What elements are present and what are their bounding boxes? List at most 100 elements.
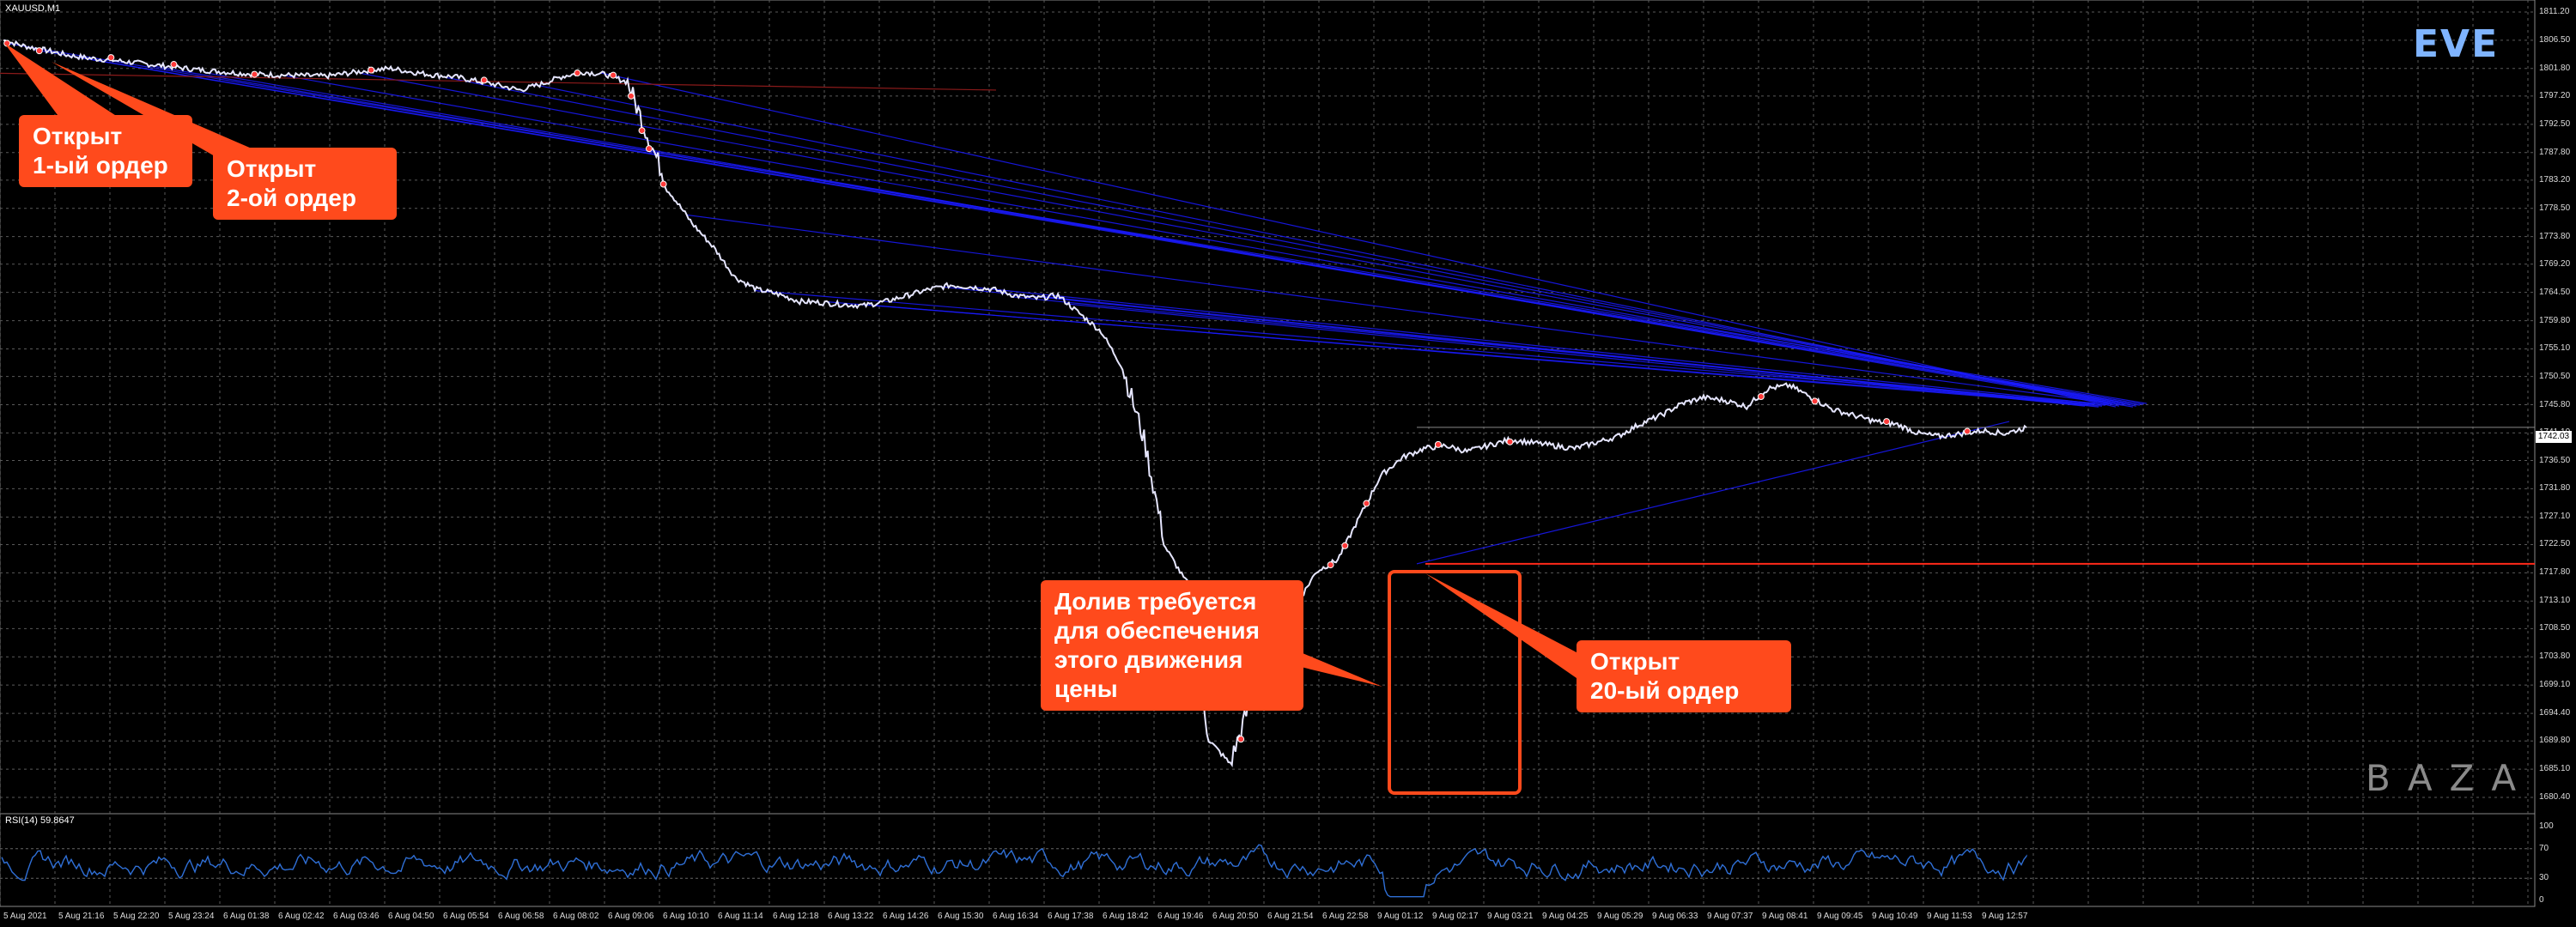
rsi-tick-label: 0 [2539, 895, 2544, 905]
time-tick-label: 6 Aug 17:38 [1048, 912, 1094, 921]
order-link-line [969, 286, 2096, 404]
price-tick-label: 1773.80 [2539, 231, 2571, 241]
order-link-line [76, 57, 2141, 406]
trade-marker [368, 66, 375, 74]
rsi-label: RSI(14) 59.8647 [5, 815, 75, 826]
price-tick-label: 1787.80 [2539, 147, 2571, 157]
callout-topup: Долив требуется для обеспечения этого дв… [1041, 580, 1303, 711]
order-link-line [205, 72, 2134, 408]
time-tick-label: 9 Aug 06:33 [1652, 912, 1698, 921]
time-tick-label: 6 Aug 21:54 [1267, 912, 1314, 921]
trade-marker [1434, 440, 1442, 448]
price-tick-label: 1783.20 [2539, 174, 2571, 185]
trade-marker [1327, 561, 1334, 569]
price-tick-label: 1699.10 [2539, 680, 2571, 690]
price-tick-label: 1811.20 [2539, 7, 2570, 16]
trade-marker [251, 70, 258, 78]
time-tick-label: 9 Aug 08:41 [1762, 912, 1808, 921]
order-link-line [686, 214, 2113, 404]
trade-marker [574, 70, 581, 77]
trade-marker [1757, 393, 1765, 401]
time-tick-label: 5 Aug 22:20 [113, 912, 160, 921]
trade-marker [1883, 418, 1891, 426]
trade-marker [107, 54, 115, 62]
price-levels [0, 72, 2535, 565]
time-scale[interactable]: 5 Aug 2021 5 Aug 21:16 5 Aug 22:20 5 Aug 23… [0, 908, 2533, 925]
order-level-line [0, 72, 997, 91]
time-tick-label: 6 Aug 06:58 [498, 912, 544, 921]
trade-marker [1506, 438, 1514, 445]
price-series [3, 39, 2027, 768]
chart-grid [0, 0, 2536, 907]
price-tick-label: 1736.50 [2539, 455, 2571, 465]
time-tick-label: 6 Aug 05:54 [443, 912, 489, 921]
order-link-line [1038, 295, 2089, 406]
order-link-line [532, 83, 2120, 407]
time-tick-label: 6 Aug 08:02 [553, 912, 599, 921]
price-tick-label: 1680.40 [2539, 792, 2571, 802]
price-tick-label: 1708.50 [2539, 623, 2571, 633]
callout-pointer-first [4, 43, 120, 118]
time-tick-label: 6 Aug 15:30 [938, 912, 984, 921]
price-tick-label: 1755.10 [2539, 343, 2571, 354]
order-link-line [360, 72, 2127, 405]
price-tick-label: 1764.50 [2539, 287, 2571, 297]
baza-logo: BAZA [2366, 757, 2534, 799]
callout-first-order: Открыт 1-ый ордер [19, 115, 192, 187]
time-tick-label: 6 Aug 10:10 [663, 912, 709, 921]
price-tick-label: 1689.80 [2539, 736, 2571, 746]
price-tick-label: 1778.50 [2539, 203, 2571, 213]
time-tick-label: 9 Aug 09:45 [1817, 912, 1863, 921]
rsi-tick-label: 100 [2539, 821, 2554, 831]
price-tick-label: 1717.80 [2539, 567, 2571, 578]
price-tick-label: 1731.80 [2539, 483, 2571, 494]
time-tick-label: 6 Aug 12:18 [773, 912, 819, 921]
price-tick-label: 1713.10 [2539, 596, 2571, 606]
time-tick-label: 6 Aug 02:42 [278, 912, 325, 921]
trade-marker [35, 47, 43, 55]
time-tick-label: 6 Aug 13:22 [828, 912, 874, 921]
time-tick-label: 9 Aug 12:57 [1982, 912, 2028, 921]
time-tick-label: 9 Aug 11:53 [1927, 912, 1972, 921]
order-link-line [283, 75, 2130, 404]
trade-marker [1341, 542, 1349, 549]
callout-second-order: Открыт 2-ой ордер [213, 148, 397, 220]
time-tick-label: 9 Aug 02:17 [1432, 912, 1479, 921]
trade-markers [3, 39, 1971, 743]
trade-marker [1964, 427, 1971, 435]
order-link-line [600, 72, 2117, 408]
trade-marker [1811, 397, 1819, 405]
price-tick-label: 1727.10 [2539, 512, 2571, 522]
trade-marker [1363, 500, 1370, 507]
time-tick-label: 6 Aug 01:38 [223, 912, 270, 921]
time-tick-label: 5 Aug 21:16 [58, 912, 105, 921]
time-tick-label: 5 Aug 23:24 [168, 912, 215, 921]
chart-frame [0, 0, 2536, 907]
order-lines [6, 42, 2148, 565]
trade-marker [480, 76, 488, 84]
price-tick-label: 1769.20 [2539, 258, 2571, 269]
order-link-line [1064, 303, 2086, 407]
callout-pointer-twentieth [1425, 573, 1577, 678]
time-tick-label: 6 Aug 18:42 [1103, 912, 1149, 921]
price-tick-label: 1806.50 [2539, 34, 2571, 45]
price-line [3, 39, 2027, 768]
price-scale[interactable]: 1811.20 1806.50 1801.80 1797.20 1792.50 1787.… [2535, 0, 2576, 906]
rsi-tick-label: 70 [2539, 843, 2549, 853]
trade-marker [170, 61, 178, 69]
price-tick-label: 1801.80 [2539, 63, 2571, 73]
price-tick-label: 1745.80 [2539, 399, 2571, 409]
trade-marker [659, 180, 667, 188]
trade-marker [628, 92, 635, 100]
highlight-box [1388, 570, 1522, 795]
trade-marker [1237, 736, 1245, 743]
price-tick-label: 1685.10 [2539, 764, 2571, 774]
eve-logo: EVE [2413, 22, 2500, 66]
order-link-line [875, 305, 2103, 407]
time-tick-label: 6 Aug 16:34 [993, 912, 1039, 921]
time-tick-label: 6 Aug 11:14 [718, 912, 763, 921]
time-tick-label: 9 Aug 10:49 [1872, 912, 1918, 921]
order-link-line [1416, 421, 2010, 565]
price-tick-label: 1750.50 [2539, 371, 2571, 381]
